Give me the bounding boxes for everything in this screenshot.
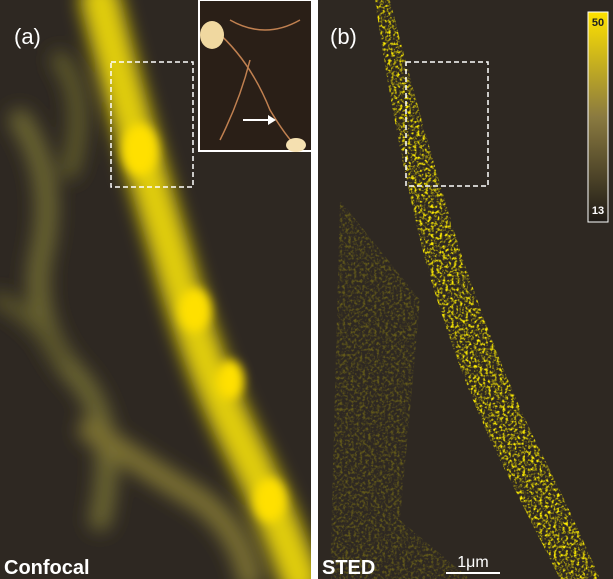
- panel-letter: (a): [14, 24, 41, 49]
- panel-caption: Confocal: [4, 557, 90, 579]
- figure: (a) (b) Confocal STED 1μm 50 13: [0, 0, 613, 579]
- panel-caption: STED: [322, 557, 375, 579]
- scale-bar-label: 1μm: [457, 554, 488, 571]
- page: {"panels": [ {"letter": "(a)", "caption"…: [0, 0, 613, 579]
- confocal-panel: [0, 0, 312, 579]
- panel-letter: (b): [330, 24, 357, 49]
- colorbar-min: 13: [592, 205, 604, 217]
- sted-panel: [318, 0, 613, 579]
- inset: [199, 0, 312, 152]
- colorbar-max: 50: [592, 17, 604, 29]
